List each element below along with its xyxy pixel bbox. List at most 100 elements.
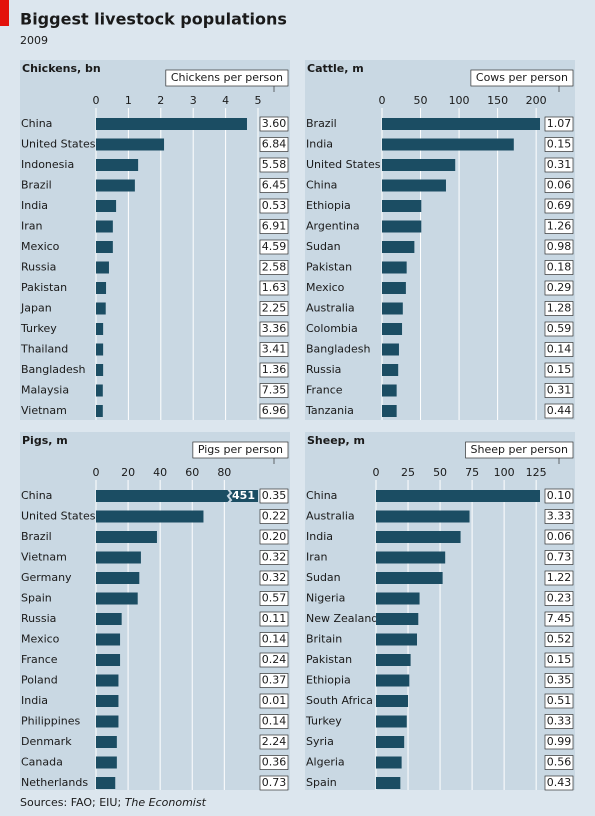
per-person-value: 0.32 bbox=[262, 571, 287, 584]
per-person-value: 0.18 bbox=[547, 261, 572, 274]
per-person-cell bbox=[259, 280, 289, 296]
per-person-cell bbox=[544, 198, 574, 214]
per-person-cell bbox=[259, 529, 289, 545]
y-tick-label: Sudan bbox=[306, 571, 341, 584]
x-tick-label: 3 bbox=[190, 94, 197, 107]
bar bbox=[376, 572, 443, 584]
red-tag bbox=[0, 0, 9, 26]
per-person-cell bbox=[544, 362, 574, 378]
per-person-cell bbox=[259, 734, 289, 750]
bar bbox=[376, 490, 540, 502]
bar bbox=[96, 654, 121, 666]
per-person-value: 7.45 bbox=[547, 612, 572, 625]
bar bbox=[382, 302, 403, 315]
per-person-value: 0.56 bbox=[547, 756, 572, 769]
y-tick-label: Indonesia bbox=[21, 158, 74, 171]
y-tick-label: Iran bbox=[306, 551, 328, 564]
bar bbox=[382, 282, 406, 294]
per-person-cell bbox=[544, 693, 574, 709]
x-tick-label: 75 bbox=[465, 466, 479, 479]
bar bbox=[96, 138, 165, 151]
y-tick-label: China bbox=[21, 117, 52, 130]
y-tick-label: Tanzania bbox=[305, 404, 354, 417]
y-tick-label: Mexico bbox=[21, 240, 60, 253]
y-tick-label: Australia bbox=[306, 302, 355, 315]
bar bbox=[96, 343, 104, 356]
per-person-value: 0.01 bbox=[262, 694, 287, 707]
bar bbox=[376, 531, 461, 543]
per-person-value: 1.26 bbox=[547, 220, 572, 233]
per-person-cell bbox=[259, 509, 289, 524]
per-person-value: 0.14 bbox=[547, 343, 572, 356]
per-person-value: 0.24 bbox=[262, 653, 287, 666]
y-tick-label: Algeria bbox=[306, 756, 345, 769]
per-person-value: 1.28 bbox=[547, 302, 572, 315]
y-tick-label: India bbox=[306, 138, 333, 151]
y-tick-label: United States bbox=[21, 510, 96, 523]
per-person-value: 0.73 bbox=[262, 776, 287, 789]
y-tick-label: Spain bbox=[21, 592, 52, 605]
bar bbox=[382, 384, 397, 397]
bar bbox=[382, 118, 540, 130]
source: Sources: FAO; EIU; The Economist bbox=[20, 796, 207, 809]
x-tick-label: 20 bbox=[121, 466, 135, 479]
bar bbox=[382, 200, 422, 212]
y-tick-label: Turkey bbox=[305, 715, 342, 728]
per-person-value: 0.11 bbox=[262, 612, 287, 625]
bar bbox=[96, 405, 103, 417]
y-tick-label: Vietnam bbox=[21, 551, 67, 564]
y-tick-label: Brazil bbox=[21, 179, 52, 192]
bar bbox=[96, 695, 119, 707]
bar bbox=[96, 384, 103, 397]
y-tick-label: Pakistan bbox=[306, 653, 352, 666]
per-person-cell bbox=[259, 550, 289, 565]
bar bbox=[382, 241, 415, 253]
y-tick-label: Japan bbox=[20, 302, 52, 315]
per-person-value: 0.69 bbox=[547, 199, 572, 212]
x-tick-label: 200 bbox=[526, 94, 547, 107]
per-person-cell bbox=[544, 591, 574, 606]
y-tick-label: Vietnam bbox=[21, 404, 67, 417]
bar bbox=[382, 405, 397, 417]
per-person-value: 6.96 bbox=[262, 404, 287, 417]
y-tick-label: China bbox=[306, 179, 337, 192]
y-tick-label: France bbox=[306, 384, 343, 397]
per-person-value: 0.32 bbox=[262, 551, 287, 564]
per-person-cell bbox=[259, 403, 289, 419]
per-person-value: 3.60 bbox=[262, 117, 287, 130]
y-tick-label: Russia bbox=[21, 612, 56, 625]
y-tick-label: China bbox=[306, 489, 337, 502]
per-person-value: 0.06 bbox=[547, 179, 572, 192]
per-person-value: 0.14 bbox=[262, 715, 287, 728]
bar bbox=[96, 159, 139, 171]
y-tick-label: Ethiopia bbox=[306, 199, 351, 212]
per-person-value: 0.22 bbox=[262, 510, 287, 523]
per-person-cell bbox=[544, 529, 574, 545]
y-tick-label: Turkey bbox=[20, 322, 57, 335]
per-person-value: 0.35 bbox=[547, 674, 572, 687]
bar bbox=[96, 302, 106, 315]
per-person-cell bbox=[544, 178, 574, 193]
y-tick-label: Germany bbox=[21, 571, 72, 584]
per-person-cell bbox=[259, 632, 289, 647]
per-person-value: 2.25 bbox=[262, 302, 287, 315]
per-person-cell bbox=[544, 550, 574, 565]
bar bbox=[96, 282, 107, 294]
y-tick-label: Russia bbox=[21, 261, 56, 274]
y-tick-label: South Africa bbox=[306, 694, 373, 707]
per-person-cell bbox=[544, 301, 574, 316]
x-tick-label: 50 bbox=[433, 466, 447, 479]
per-person-cell bbox=[259, 693, 289, 709]
per-person-cell bbox=[259, 611, 289, 627]
per-person-value: 1.36 bbox=[262, 363, 287, 376]
bar bbox=[96, 118, 247, 130]
x-tick-label: 5 bbox=[255, 94, 262, 107]
y-tick-label: Argentina bbox=[306, 220, 360, 233]
y-tick-label: India bbox=[21, 199, 48, 212]
per-person-title: Chickens per person bbox=[171, 71, 283, 84]
per-person-value: 6.84 bbox=[262, 138, 287, 151]
y-tick-label: Philippines bbox=[21, 715, 81, 728]
per-person-cell bbox=[544, 342, 574, 357]
x-tick-label: 0 bbox=[373, 466, 380, 479]
